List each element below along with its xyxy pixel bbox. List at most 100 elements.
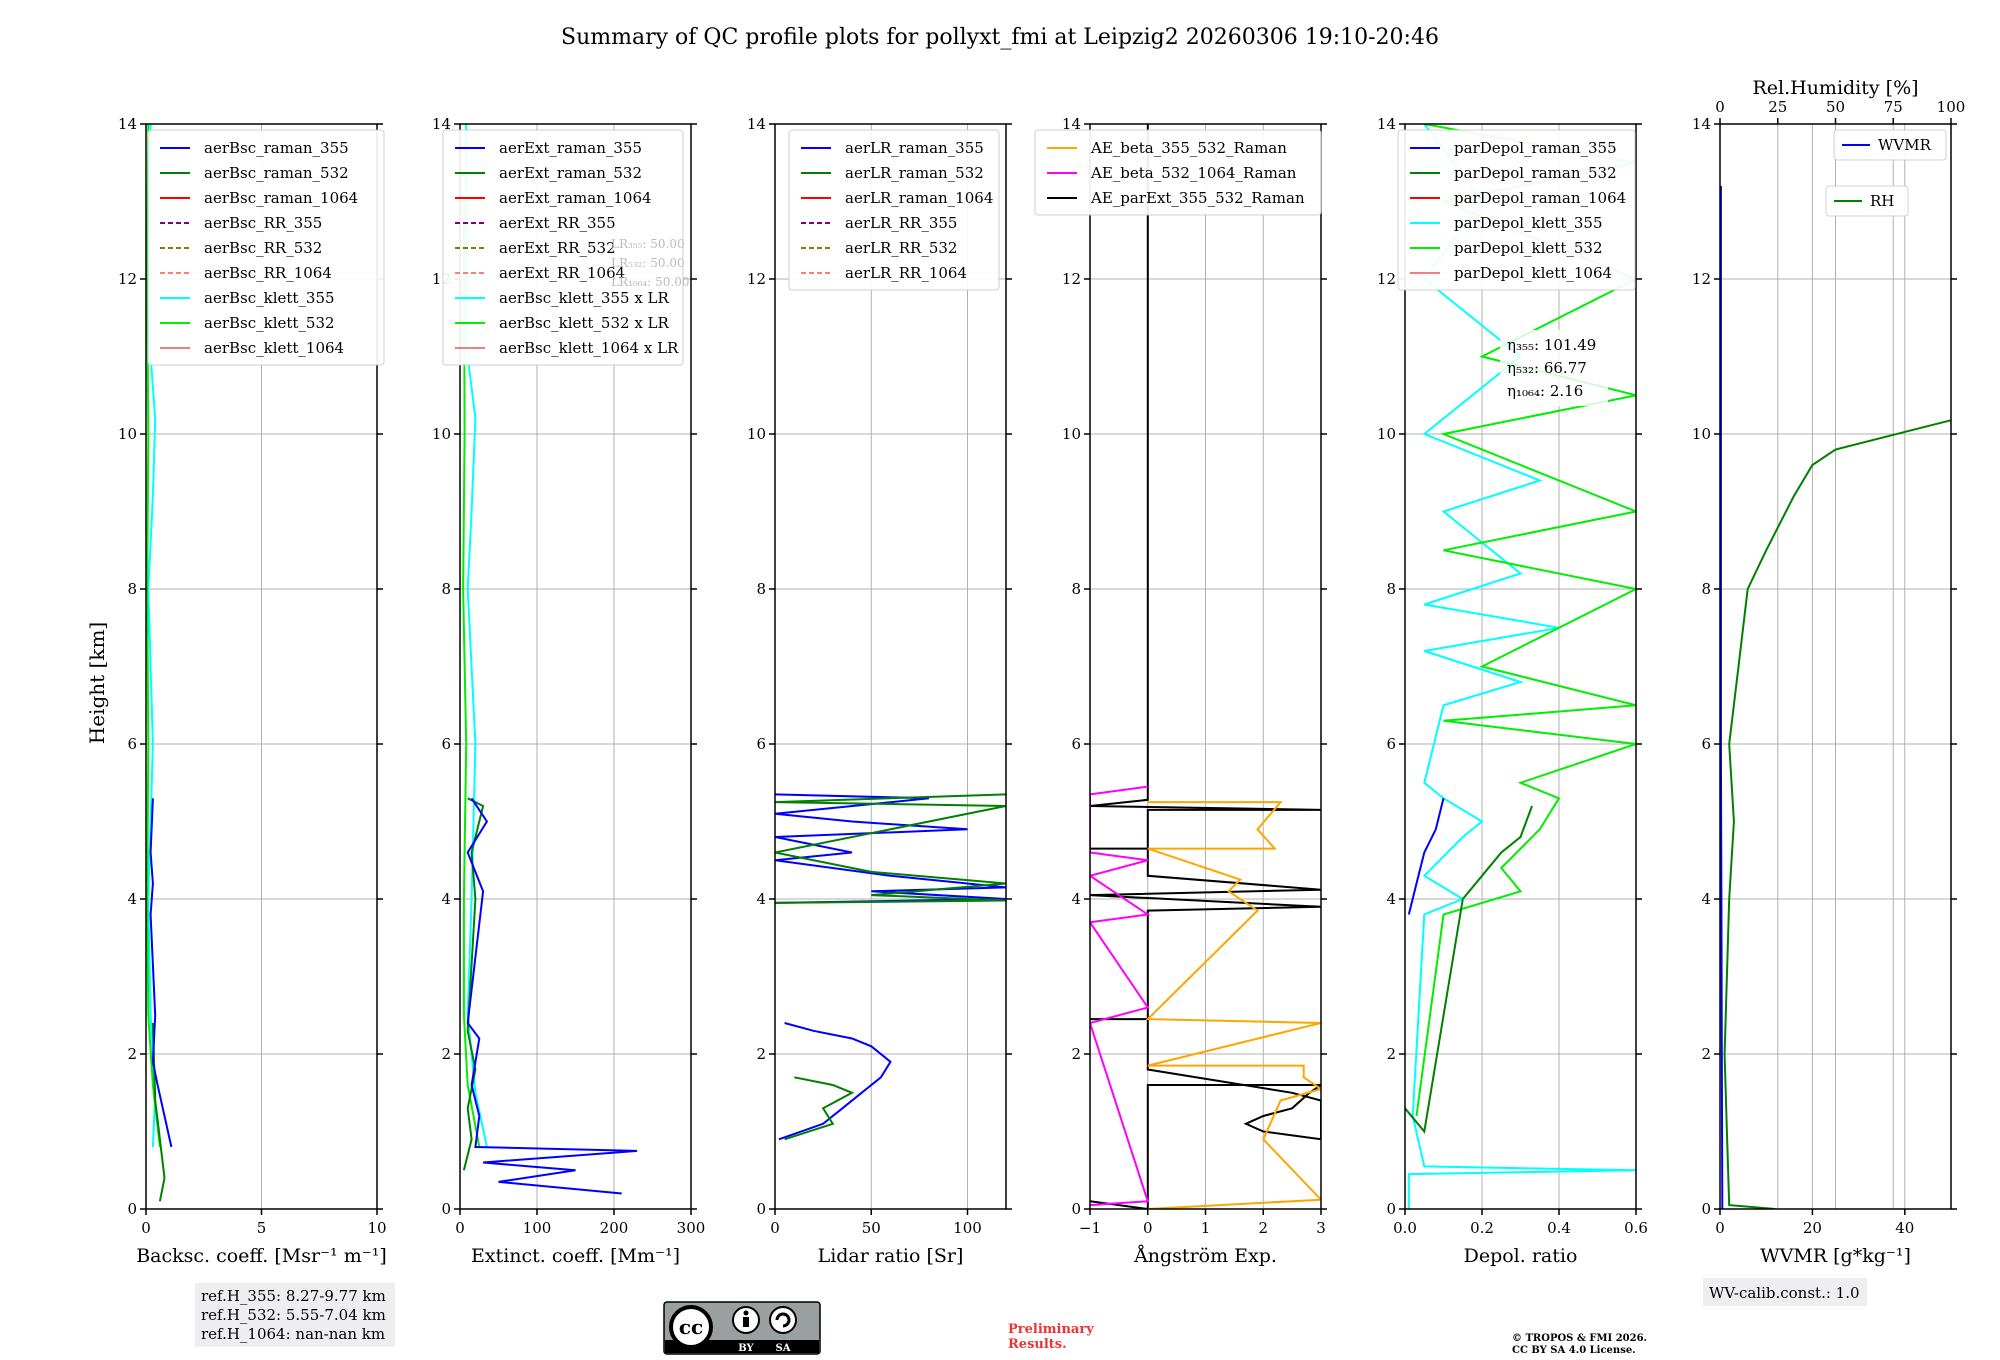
x-tick-label: −1 [1079, 1219, 1101, 1237]
x-tick-label: 100 [523, 1219, 552, 1237]
legend-item-aerbsc-klett-532: aerBsc_klett_532 [204, 314, 335, 332]
legend-item-aerext-raman-355: aerExt_raman_355 [499, 139, 642, 157]
legend-item-aerbsc-raman-1064: aerBsc_raman_1064 [204, 189, 358, 207]
legend-item-ae-parext-355-532-raman: AE_parExt_355_532_Raman [1090, 189, 1305, 207]
preliminary-line-1: Preliminary [1008, 1322, 1094, 1337]
y-tick-label: 8 [1386, 580, 1396, 598]
legend-item-pardepol-klett-532: parDepol_klett_532 [1454, 239, 1603, 257]
y-tick-label: 4 [756, 890, 766, 908]
legend-box [147, 129, 385, 366]
gridlines [1089, 123, 1322, 1210]
cc-license-badge: cc BY SA [663, 1301, 821, 1355]
y-tick-label: 2 [1386, 1045, 1396, 1063]
y-tick-label: 14 [1377, 115, 1396, 133]
legend-item-pardepol-raman-355: parDepol_raman_355 [1454, 139, 1617, 157]
legend-item-wvmr: WVMR [1878, 136, 1932, 154]
top-x-tick-label: 100 [1937, 98, 1966, 116]
series-group [1720, 186, 1951, 1209]
ref-height-note: ref.H_355: 8.27-9.77 km ref.H_532: 5.55-… [195, 1283, 395, 1347]
legend-item-aerext-rr-355: aerExt_RR_355 [499, 214, 616, 232]
x-tick-label: 300 [677, 1219, 706, 1237]
y-tick-label: 6 [1071, 735, 1081, 753]
y-tick-label: 14 [432, 115, 451, 133]
y-tick-label: 0 [127, 1200, 137, 1218]
x-tick-label: 100 [953, 1219, 982, 1237]
y-tick-label: 2 [441, 1045, 451, 1063]
cc-sa-label: SA [776, 1343, 791, 1354]
y-tick-label: 8 [441, 580, 451, 598]
x-tick-label: 0.0 [1393, 1219, 1417, 1237]
x-tick-label: 2 [1258, 1219, 1268, 1237]
lr-annotation: LR₅₃₂: 50.00 [611, 256, 685, 270]
y-tick-label: 0 [1386, 1200, 1396, 1218]
panel-1: 0 2 4 6 8 10 12 14 0 5 10 Backsc. coeff. [Msr⁻¹ m⁻¹… [118, 115, 387, 1267]
series-line-aerext-raman-532 [462, 797, 485, 1171]
x-axis-label: WVMR [g*kg⁻¹] [1760, 1245, 1911, 1267]
legend: aerLR_raman_355 aerLR_raman_532 aerLR_rama… [788, 129, 1000, 291]
legend-box [1825, 185, 1909, 217]
legend-box [442, 129, 684, 366]
x-tick-label: 20 [1803, 1219, 1822, 1237]
y-tick-label: 2 [756, 1045, 766, 1063]
share-alike-icon [769, 1306, 797, 1334]
y-tick-label: 6 [127, 735, 137, 753]
series-line-aerlr-raman-355 [778, 1022, 892, 1141]
y-tick-label: 8 [1071, 580, 1081, 598]
legend: aerBsc_raman_355 aerBsc_raman_532 aerBsc_r… [147, 129, 385, 366]
y-tick-label: 2 [1071, 1045, 1081, 1063]
top-x-tick-label: 25 [1768, 98, 1787, 116]
y-tick-label: 2 [127, 1045, 137, 1063]
series-group [462, 124, 638, 1195]
y-tick-label: 4 [127, 890, 137, 908]
series-line-aerbsc-raman-532 [151, 1022, 166, 1202]
x-axis-label: Lidar ratio [Sr] [818, 1245, 964, 1267]
legend-item-ae-beta-355-532-raman: AE_beta_355_532_Raman [1090, 139, 1287, 157]
series-line-wvmr [1720, 186, 1724, 1209]
legend-item-aerbsc-klett-532-x-lr: aerBsc_klett_532 x LR [499, 314, 670, 332]
x-tick-label: 1 [1201, 1219, 1211, 1237]
legend-item-aerext-rr-1064: aerExt_RR_1064 [499, 264, 625, 282]
y-tick-label: 8 [127, 580, 137, 598]
y-tick-label: 4 [1386, 890, 1396, 908]
y-tick-label: 0 [1701, 1200, 1711, 1218]
legend-box [788, 129, 1000, 291]
lr-annotation: LR₁₀₆₄: 50.00 [611, 275, 689, 289]
panel-3: 0 2 4 6 8 10 12 14 0 50 100 Lidar ratio [Sr] aerLR_r… [747, 115, 1012, 1267]
x-axis-label: Backsc. coeff. [Msr⁻¹ m⁻¹] [136, 1245, 387, 1267]
series-line-rh [1723, 419, 1951, 1209]
y-tick-label: 10 [1377, 425, 1396, 443]
copyright-line-1: © TROPOS & FMI 2026. [1512, 1333, 1647, 1344]
legend-item-rh: RH [1870, 192, 1894, 210]
legend: aerExt_raman_355 aerExt_raman_532 aerExt_r… [442, 129, 684, 366]
x-axis-label: Extinct. coeff. [Mm⁻¹] [471, 1245, 680, 1267]
plot-frame [1404, 123, 1637, 1210]
legend-item-aerlr-raman-1064: aerLR_raman_1064 [845, 189, 993, 207]
y-tick-label: 4 [1701, 890, 1711, 908]
legend-item-pardepol-klett-1064: parDepol_klett_1064 [1454, 264, 1612, 282]
series-line-aerlr-raman-532 [775, 793, 1006, 904]
legend: WVMR RH [1825, 129, 1947, 217]
legend-item-aerext-raman-1064: aerExt_raman_1064 [499, 189, 652, 207]
wv-calib-text: WV-calib.const.: 1.0 [1709, 1284, 1860, 1302]
y-tick-label: 8 [756, 580, 766, 598]
y-tick-label: 12 [1692, 270, 1711, 288]
y-tick-label: 12 [118, 270, 137, 288]
legend-item-aerbsc-rr-1064: aerBsc_RR_1064 [204, 264, 332, 282]
eta-annotation: η₁₀₆₄: 2.16 [1507, 382, 1583, 400]
y-tick-label: 10 [1692, 425, 1711, 443]
y-tick-label: 0 [1071, 1200, 1081, 1218]
series-line-pardepol-klett-532 [1415, 124, 1636, 1117]
legend-box [1034, 129, 1322, 216]
x-tick-label: 0 [455, 1219, 465, 1237]
legend-item-aerbsc-raman-532: aerBsc_raman_532 [204, 164, 349, 182]
legend-item-aerbsc-klett-1064-x-lr: aerBsc_klett_1064 x LR [499, 339, 679, 357]
y-tick-label: 4 [1071, 890, 1081, 908]
y-tick-label: 6 [1701, 735, 1711, 753]
x-tick-label: 5 [257, 1219, 267, 1237]
ref-h-532: ref.H_532: 5.55-7.04 km [201, 1306, 386, 1324]
y-tick-label: 0 [441, 1200, 451, 1218]
x-tick-label: 0 [1715, 1219, 1725, 1237]
